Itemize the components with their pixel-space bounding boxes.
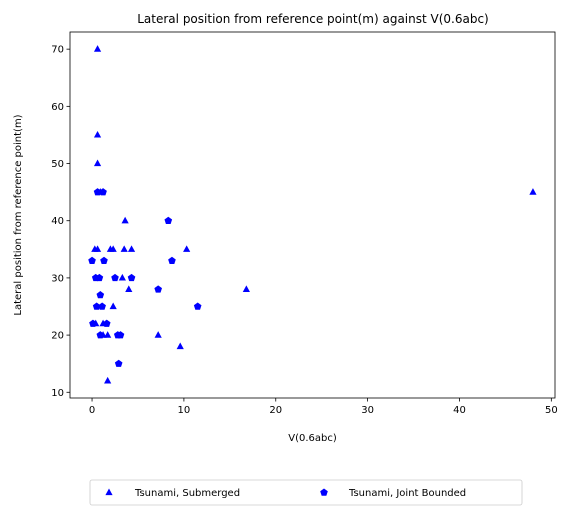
y-tick-label: 20 [51,331,64,342]
y-tick-label: 60 [51,102,64,113]
triangle-point [176,342,184,350]
y-tick-label: 30 [51,273,64,284]
triangle-point [529,188,537,195]
y-tick-label: 70 [51,45,64,56]
pentagon-point [116,331,125,339]
triangle-point [93,45,102,52]
pentagon-point [96,331,105,339]
x-tick-label: 40 [453,405,466,416]
y-axis-label: Lateral position from reference point(m) [13,114,24,315]
x-tick-label: 10 [178,405,191,416]
pentagon-point [154,285,162,293]
triangle-point [104,376,112,384]
triangle-point [120,245,128,252]
pentagon-point [111,273,119,282]
legend-pentagon-marker [320,488,328,496]
x-axis-label: V(0.6abc) [288,433,337,444]
chart-title: Lateral position from reference point(m)… [137,12,489,26]
pentagon-point [127,273,136,282]
pentagon-point [164,216,173,224]
plot-area [70,32,555,398]
pentagon-point [114,359,123,367]
pentagon-point [98,302,106,310]
triangle-point [183,245,191,252]
triangle-point [127,245,136,252]
pentagon-point [88,256,96,264]
legend-frame [89,479,523,506]
pentagon-point [193,302,202,310]
triangle-point [109,302,117,310]
legend: Tsunami, Submerged Tsunami, Joint Bounded [89,479,523,506]
triangle-point [93,159,102,167]
axes-frame [69,31,556,399]
pentagon-point [96,291,105,299]
triangle-point [109,245,117,252]
pentagon-point [95,273,104,282]
x-tick-label: 50 [545,405,558,416]
y-tick-label: 40 [51,216,64,227]
y-tick-label: 10 [51,388,64,399]
triangle-point [93,130,102,138]
pentagon-point [99,188,107,196]
axis-ticks: 0 10 20 30 40 50 10 20 30 40 50 60 70 [51,45,557,416]
x-tick-label: 0 [89,405,95,416]
triangle-point [121,216,129,224]
pentagon-point [93,188,102,196]
triangle-point [118,273,126,281]
legend-label: Tsunami, Submerged [134,488,240,499]
x-tick-label: 20 [269,405,282,416]
triangle-point [125,285,133,292]
legend-triangle-marker [105,488,113,496]
triangle-point [91,245,99,252]
legend-items: Tsunami, Submerged Tsunami, Joint Bounded [105,488,466,499]
pentagon-point [168,256,176,264]
triangle-point [104,331,112,338]
legend-label: Tsunami, Joint Bounded [348,488,466,499]
triangle-point [154,331,162,338]
pentagon-point [89,319,97,327]
x-tick-label: 30 [361,405,374,416]
pentagon-point [92,302,101,310]
data-points [88,45,537,384]
pentagon-point [100,256,108,264]
triangle-point [242,285,250,292]
y-tick-label: 50 [51,159,64,170]
pentagon-point [102,319,111,327]
